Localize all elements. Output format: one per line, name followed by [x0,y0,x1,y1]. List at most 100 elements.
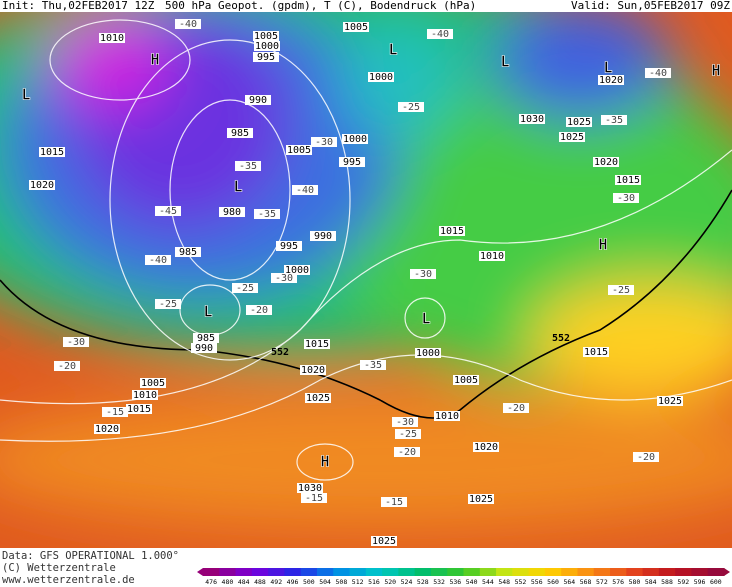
colorbar-label: 536 [449,578,461,586]
temperature-label-box [301,493,327,503]
colorbar-label: 600 [710,578,722,586]
isobar-label-box [559,132,585,142]
temperature-label-box [254,209,280,219]
colorbar-swatch [414,568,432,576]
temperature-label-box [392,417,418,427]
isobar-label: 1010 [480,251,504,262]
temperature-label: -30 [275,273,293,284]
colorbar-swatch [707,568,725,576]
isobar-label-box [126,404,152,414]
isobar-label: 1020 [30,180,54,191]
colorbar-label: 584 [645,578,657,586]
isobar-label: 1000 [255,41,279,52]
colorbar-swatch [561,568,578,576]
colorbar-label: 476 [205,578,217,586]
pressure-center: H [150,51,159,69]
colorbar-label: 484 [238,578,250,586]
isobar-label: 1005 [141,378,165,389]
contour-label: 552 [271,347,289,358]
colorbar-swatch [496,568,513,576]
temperature-label-box [395,429,421,439]
colorbar-label: 544 [482,578,494,586]
isobar-label: 1025 [469,494,493,505]
colorbar-swatch [316,568,334,576]
isobar-label-box [284,265,310,275]
colorbar-arrow-right [724,568,730,576]
colorbar-label: 512 [352,578,364,586]
isobar-label: 1025 [306,393,330,404]
isobar-label-box [253,52,279,62]
colorbar-swatch [235,568,253,576]
isobar-label: 1025 [567,117,591,128]
colorbar-label: 572 [596,578,608,586]
temperature-label: -15 [385,497,403,508]
isobar-label-box [254,41,280,51]
colorbar-label: 540 [466,578,478,586]
colorbar-label: 504 [319,578,331,586]
colorbar-label: 480 [222,578,234,586]
colorbar-swatch [593,568,611,576]
temperature-label-box [54,361,80,371]
isobar-label-box [342,134,368,144]
colorbar-swatch [284,568,302,576]
colorbar-swatch [219,568,237,576]
pressure-center: L [421,310,430,328]
isobar-label-box [310,231,336,241]
colorbar-swatch [268,568,285,576]
colorbar-label: 500 [303,578,315,586]
temperature-label-box [145,255,171,265]
isobar-label: 1025 [658,396,682,407]
isobar-label: 995 [343,157,361,168]
pressure-center: L [603,59,612,77]
temperature-label: -15 [305,493,323,504]
pressure-center: H [711,62,720,80]
temperature-label-box [292,185,318,195]
temperature-label-box [175,19,201,29]
temperature-label: -45 [159,206,177,217]
temperature-label: -35 [364,360,382,371]
temperature-label: -30 [67,337,85,348]
isobar-label: 1025 [372,536,396,547]
isobar-label-box [468,494,494,504]
temperature-label-box [613,193,639,203]
temperature-label: -40 [149,255,167,266]
colorbar-arrow-left [197,568,203,576]
colorbar-swatch [691,568,709,576]
temperature-label: -35 [605,115,623,126]
temperature-label: -20 [250,305,268,316]
colorbar-label: 588 [661,578,673,586]
isobar-label: 1010 [435,411,459,422]
colorbar-swatch [658,568,676,576]
map-field [0,12,732,548]
isobar-label-box [415,348,441,358]
isobar-label: 980 [223,207,241,218]
colorbar-swatch [365,568,383,576]
temperature-label: -25 [612,285,630,296]
isobar-label: 985 [197,333,215,344]
isobar-label: 1020 [594,157,618,168]
isobar-label: 1010 [133,390,157,401]
isobar-label: 995 [257,52,275,63]
isobar-label: 1025 [560,132,584,143]
isobar-label: 1015 [616,175,640,186]
temperature-label-box [381,497,407,507]
colorbar-label: 528 [417,578,429,586]
temperature-label-box [246,305,272,315]
temperature-label-box [235,161,261,171]
temperature-label: -40 [179,19,197,30]
colorbar-swatch [447,568,464,576]
colorbar-swatch [577,568,595,576]
temperature-label: -40 [649,68,667,79]
colorbar-swatch [463,568,481,576]
isobar-label-box [598,75,624,85]
isobar-label-box [434,411,460,421]
colorbar-label: 596 [694,578,706,586]
init-time: Init: Thu,02FEB2017 12Z [2,0,155,12]
temperature-label-box [102,407,128,417]
colorbar-label: 516 [368,578,380,586]
isobar-label: 1000 [285,265,309,276]
temperature-label-box [155,206,181,216]
colorbar-swatch [382,568,399,576]
isobar-label-box [479,251,505,261]
isobar-label-box [219,207,245,217]
